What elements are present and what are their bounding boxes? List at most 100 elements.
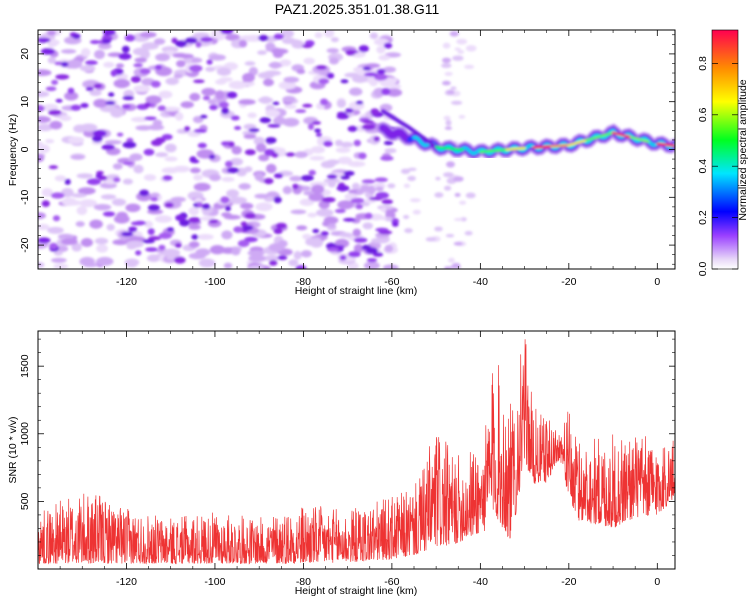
heatmap-noise-patch	[38, 144, 50, 154]
heatmap-noise-patch	[386, 88, 403, 97]
heatmap-noise-patch	[79, 256, 95, 267]
spectrogram-ytick-label: 20	[19, 48, 31, 60]
heatmap-noise-patch	[289, 175, 303, 182]
signal-track-hotspot	[656, 142, 675, 147]
heatmap-noise-patch	[94, 49, 105, 60]
heatmap-noise-blob	[277, 255, 288, 260]
heatmap-noise-patch	[38, 91, 50, 98]
heatmap-noise-blob	[105, 100, 116, 106]
heatmap-noise-patch	[316, 208, 334, 217]
snr-xtick-label: -120	[116, 576, 137, 588]
heatmap-noise-patch	[328, 223, 336, 228]
heatmap-noise-patch	[96, 256, 114, 266]
heatmap-noise-patch	[351, 182, 360, 191]
heatmap-sparse-patch	[407, 175, 416, 182]
heatmap-sparse-patch	[434, 192, 444, 198]
heatmap-noise-blob	[326, 247, 339, 252]
heatmap-noise-blob	[175, 214, 186, 222]
snr-ticks: -120 -100 -80 -60 -40 -20 0 500 1000 1500	[19, 331, 675, 588]
snr-xtick-label: 0	[654, 576, 660, 588]
heatmap-noise-blob	[273, 196, 282, 204]
heatmap-noise-patch	[112, 163, 123, 170]
heatmap-noise-patch	[254, 172, 264, 181]
heatmap-noise-patch	[47, 30, 56, 36]
heatmap-sparse-patch	[450, 86, 457, 90]
colorbar-tick-label: 0.6	[697, 107, 709, 122]
colorbar-frame	[711, 29, 739, 270]
heatmap-noise-patch	[41, 188, 53, 197]
heatmap-noise-patch	[176, 60, 186, 68]
heatmap-noise-blob	[51, 79, 59, 85]
heatmap-noise-blob	[272, 101, 280, 106]
heatmap-noise-blob	[92, 135, 103, 143]
heatmap-noise-patch	[314, 32, 323, 39]
heatmap-noise-patch	[323, 216, 339, 225]
heatmap-noise-patch	[268, 243, 285, 252]
heatmap-noise-patch	[162, 106, 181, 112]
heatmap-noise-blob	[185, 37, 198, 44]
heatmap-noise-blob	[208, 219, 219, 224]
heatmap-noise-blob	[49, 242, 58, 250]
heatmap-noise-blob	[312, 228, 320, 234]
heatmap-noise-patch	[240, 202, 254, 210]
heatmap-noise-patch	[64, 91, 79, 101]
heatmap-noise-blob	[240, 221, 248, 227]
heatmap-noise-patch	[165, 143, 177, 153]
heatmap-noise-blob	[148, 236, 162, 241]
heatmap-noise-blob	[188, 217, 201, 224]
heatmap-sparse-patch	[404, 228, 413, 234]
heatmap-sparse-patch	[435, 176, 441, 181]
heatmap-noise-blob	[275, 222, 287, 229]
heatmap-noise-blob	[361, 179, 376, 184]
heatmap-noise-blob	[340, 175, 350, 180]
snr-frame	[37, 330, 676, 570]
heatmap-noise-blob	[314, 128, 321, 133]
heatmap-noise-patch	[75, 221, 85, 227]
heatmap-noise-blob	[372, 252, 384, 257]
heatmap-noise-blob	[334, 208, 346, 214]
heatmap-noise-blob	[345, 108, 354, 114]
heatmap-noise-patch	[238, 99, 256, 105]
heatmap-noise-patch	[165, 77, 179, 86]
heatmap-noise-blob	[197, 142, 207, 149]
heatmap-noise-blob	[121, 45, 130, 53]
heatmap-noise-blob	[323, 140, 333, 147]
heatmap-sparse-patch	[445, 234, 455, 238]
heatmap-noise-blob	[89, 40, 101, 44]
heatmap-noise-blob	[188, 64, 203, 72]
heatmap-noise-patch	[243, 134, 257, 139]
heatmap-noise-patch	[125, 203, 141, 213]
heatmap-noise-patch	[188, 241, 200, 248]
heatmap-noise-blob	[142, 239, 155, 244]
heatmap-noise-patch	[205, 66, 216, 72]
colorbar: 0.0 0.2 0.4 0.6 0.8 Normalized spectral ampl…	[697, 29, 749, 276]
heatmap-noise-blob	[355, 203, 364, 210]
heatmap-noise-blob	[375, 227, 389, 232]
heatmap-noise-blob	[206, 59, 213, 65]
heatmap-noise-patch	[299, 198, 315, 206]
heatmap-noise-blob	[273, 33, 284, 40]
heatmap-noise-blob	[121, 231, 134, 237]
heatmap-noise-blob	[336, 185, 350, 192]
snr-ylabel: SNR (10 * v/v)	[7, 416, 19, 483]
heatmap-noise-patch	[221, 176, 235, 182]
heatmap-noise-patch	[38, 123, 53, 132]
heatmap-noise-blob	[147, 204, 160, 211]
spectrogram-xtick-label: -80	[296, 276, 311, 288]
heatmap-noise-blob	[189, 156, 197, 163]
heatmap-noise-blob	[347, 125, 358, 132]
heatmap-noise-patch	[263, 255, 280, 262]
heatmap-noise-blob	[265, 137, 277, 144]
heatmap-noise-blob	[226, 91, 238, 99]
heatmap-noise-patch	[296, 69, 306, 75]
heatmap-noise-blob	[67, 87, 75, 94]
heatmap-noise-blob	[362, 119, 374, 124]
colorbar-gradient	[712, 30, 738, 269]
spectrogram-xlabel: Height of straight line (km)	[295, 285, 418, 297]
heatmap-sparse-patch	[453, 241, 463, 246]
heatmap-noise-patch	[258, 154, 270, 162]
heatmap-noise-blob	[200, 114, 208, 119]
heatmap-noise-blob	[116, 132, 124, 137]
heatmap-noise-patch	[229, 157, 244, 166]
heatmap-noise-blob	[139, 68, 151, 75]
